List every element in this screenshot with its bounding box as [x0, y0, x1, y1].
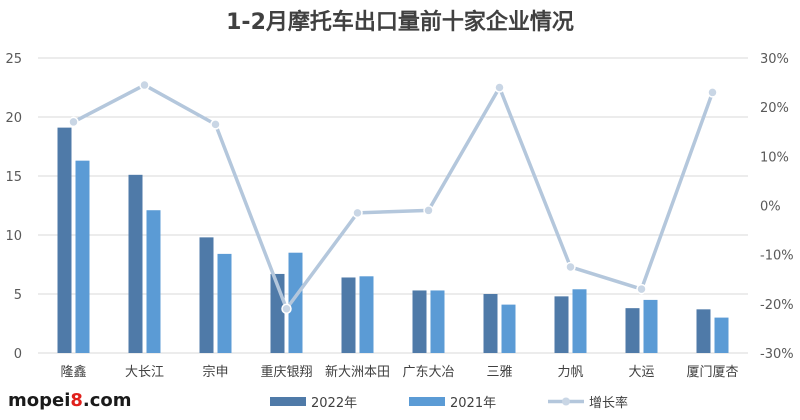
- x-category-label: 隆鑫: [60, 364, 86, 380]
- growth-line-path: [72, 83, 715, 311]
- legend-label: 2022年: [311, 396, 357, 411]
- chart-title: 1-2月摩托车出口量前十家企业情况: [226, 9, 574, 35]
- growth-point: [68, 116, 79, 128]
- bar-2022年: [554, 296, 569, 353]
- bars: [57, 127, 729, 354]
- growth-point: [210, 119, 221, 130]
- x-category-label: 厦门厦杏: [686, 365, 738, 380]
- y-tick-label: 5: [14, 288, 22, 303]
- bar-2022年: [412, 290, 427, 353]
- legend: 2022年 2021年 增长率: [270, 395, 628, 411]
- y-tick-label: 25: [5, 52, 22, 67]
- bar-2022年: [128, 174, 143, 353]
- y2-tick-label: -20%: [760, 298, 794, 313]
- growth-line: [68, 79, 718, 314]
- legend-marker: [562, 397, 570, 406]
- legend-label: 2021年: [450, 396, 496, 411]
- bar-2021年: [288, 252, 303, 353]
- x-category-label: 重庆银翔: [260, 364, 312, 380]
- y-tick-label: 10: [5, 229, 22, 244]
- growth-point: [139, 79, 150, 91]
- y2-tick-label: -10%: [760, 249, 794, 264]
- x-category-label: 力帆: [557, 365, 583, 380]
- growth-point: [352, 207, 363, 219]
- x-category-label: 宗申: [202, 364, 228, 380]
- y2-tick-label: 0%: [760, 200, 781, 215]
- watermark: mopei8.com: [8, 390, 132, 411]
- y-tick-label: 0: [14, 347, 22, 362]
- y2-tick-label: 20%: [760, 101, 789, 116]
- bar-2021年: [714, 317, 729, 353]
- y-tick-label: 15: [5, 170, 22, 185]
- bar-2021年: [359, 276, 374, 353]
- right-axis-ticks: -30% -20% -10% 0% 10% 20% 30%: [760, 52, 794, 362]
- y2-tick-label: 30%: [760, 52, 789, 67]
- x-category-label: 大长江: [125, 365, 164, 380]
- bar-2021年: [501, 304, 516, 353]
- bar-2021年: [217, 253, 232, 353]
- x-category-label: 三雅: [486, 365, 512, 380]
- left-axis-ticks: 0 5 10 15 20 25: [5, 52, 22, 362]
- y-tick-label: 20: [5, 111, 22, 126]
- bar-2022年: [199, 237, 214, 353]
- watermark-suffix: .com: [83, 390, 132, 411]
- y2-tick-label: -30%: [760, 347, 794, 362]
- bar-2021年: [572, 289, 587, 353]
- bar-2022年: [625, 308, 640, 353]
- x-category-label: 新大洲本田: [325, 364, 390, 380]
- growth-point: [281, 303, 292, 314]
- watermark-digit: 8: [70, 390, 83, 411]
- x-category-label: 广东大冶: [402, 365, 454, 380]
- bar-2022年: [696, 309, 711, 353]
- growth-point: [707, 87, 718, 98]
- gridlines: [38, 57, 748, 354]
- bar-2021年: [430, 290, 445, 353]
- bar-2022年: [341, 277, 356, 353]
- x-category-label: 大运: [628, 365, 654, 380]
- legend-swatch: [270, 397, 306, 406]
- bar-2021年: [146, 210, 161, 353]
- y2-tick-label: 10%: [760, 150, 789, 165]
- bar-2021年: [75, 160, 90, 353]
- bar-2022年: [57, 127, 72, 354]
- bar-2022年: [483, 294, 498, 353]
- growth-point: [423, 205, 434, 216]
- growth-point: [565, 261, 576, 273]
- growth-point: [636, 283, 647, 295]
- legend-label: 增长率: [589, 395, 628, 411]
- bar-2021年: [643, 299, 658, 353]
- growth-point: [494, 82, 505, 93]
- legend-swatch: [409, 397, 445, 406]
- category-labels: 隆鑫 大长江 宗申 重庆银翔 新大洲本田 广东大冶 三雅 力帆 大运 厦门厦杏: [60, 364, 738, 380]
- watermark-prefix: mopei: [8, 390, 70, 411]
